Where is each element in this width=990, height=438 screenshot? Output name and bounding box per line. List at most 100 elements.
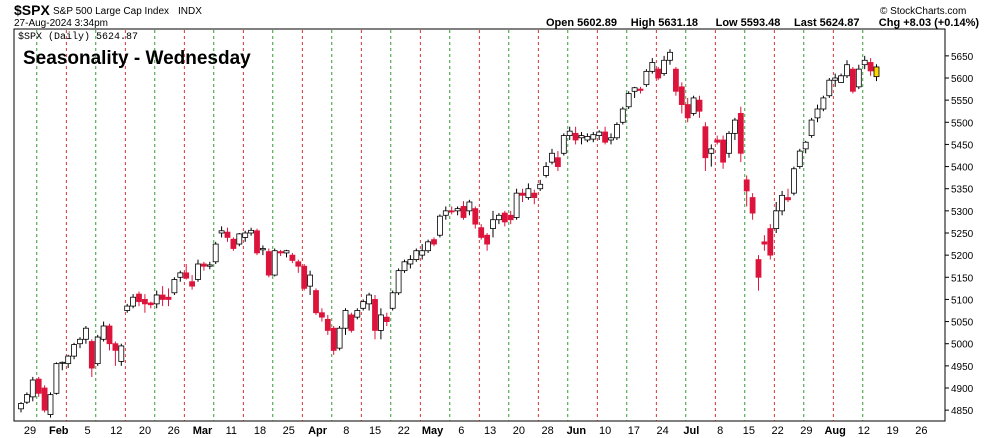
y-tick-label: 5550 bbox=[951, 96, 974, 107]
x-tick-label: 26 bbox=[915, 425, 927, 437]
x-tick-label: 13 bbox=[484, 425, 496, 437]
candle bbox=[519, 192, 526, 196]
candle bbox=[283, 250, 290, 254]
candle bbox=[596, 131, 603, 136]
candle bbox=[791, 168, 797, 194]
candle bbox=[425, 241, 432, 252]
date-time: 27-Aug-2024 3:34pm bbox=[14, 18, 108, 29]
y-tick-label: 5400 bbox=[951, 163, 974, 174]
candle bbox=[195, 263, 201, 280]
candle bbox=[354, 310, 361, 318]
candle bbox=[619, 108, 626, 123]
symbol: $SPX bbox=[14, 2, 50, 18]
candle bbox=[472, 208, 479, 225]
x-tick-label: 17 bbox=[628, 425, 640, 437]
candle bbox=[484, 234, 491, 245]
candle bbox=[732, 119, 738, 134]
candle bbox=[242, 232, 249, 238]
candle bbox=[419, 250, 426, 256]
price-stats: Open 5602.89 High 5631.18 Low 5593.48 Last … bbox=[546, 17, 979, 29]
candle bbox=[614, 124, 620, 139]
y-tick-label: 4850 bbox=[951, 406, 974, 417]
candle bbox=[124, 305, 131, 311]
candle bbox=[206, 264, 213, 267]
x-tick-label: 20 bbox=[139, 425, 151, 437]
x-tick-label: 10 bbox=[599, 425, 611, 437]
candle bbox=[171, 279, 178, 294]
candle bbox=[377, 314, 384, 331]
candle bbox=[714, 139, 721, 143]
x-tick-label: 12 bbox=[110, 425, 122, 437]
candle bbox=[726, 132, 732, 154]
candle bbox=[826, 79, 833, 97]
candle bbox=[342, 310, 349, 329]
candle bbox=[436, 215, 443, 236]
candle bbox=[88, 341, 95, 369]
candle bbox=[466, 201, 473, 212]
x-tick-label: 5 bbox=[84, 425, 90, 437]
x-tick-label: 8 bbox=[717, 425, 723, 437]
candle bbox=[289, 254, 296, 261]
y-tick-label: 5600 bbox=[951, 74, 974, 85]
candle bbox=[773, 210, 780, 229]
candle bbox=[395, 270, 402, 294]
stat-low: Low 5593.48 bbox=[716, 17, 781, 29]
candle bbox=[696, 99, 703, 112]
x-tick-label: 26 bbox=[168, 425, 180, 437]
candle bbox=[454, 208, 461, 212]
candle bbox=[389, 292, 396, 309]
candle bbox=[720, 139, 726, 163]
candle bbox=[307, 274, 314, 287]
candle bbox=[200, 263, 207, 267]
candle bbox=[673, 68, 679, 92]
candle bbox=[708, 148, 715, 154]
candle bbox=[802, 141, 809, 150]
candle bbox=[749, 197, 756, 214]
candle bbox=[637, 88, 644, 91]
candle bbox=[41, 387, 48, 411]
candle bbox=[71, 344, 77, 357]
candle bbox=[543, 166, 549, 176]
candle bbox=[360, 301, 367, 309]
y-tick-label: 5250 bbox=[951, 229, 974, 240]
candle bbox=[301, 265, 308, 289]
x-tick-label: 15 bbox=[743, 425, 755, 437]
x-tick-label: May bbox=[422, 425, 444, 437]
x-tick-label: 12 bbox=[858, 425, 870, 437]
candle bbox=[643, 70, 650, 86]
candle bbox=[584, 136, 591, 141]
candle bbox=[248, 229, 255, 234]
candle bbox=[590, 134, 597, 140]
candle bbox=[767, 228, 774, 256]
x-tick-label: 29 bbox=[24, 425, 36, 437]
candle bbox=[136, 293, 142, 303]
candle bbox=[59, 361, 66, 364]
y-tick-label: 5300 bbox=[951, 207, 974, 218]
candle bbox=[100, 325, 107, 340]
candle bbox=[855, 68, 862, 88]
candle bbox=[218, 230, 225, 234]
candle bbox=[153, 294, 160, 305]
x-tick-label: 15 bbox=[369, 425, 381, 437]
y-tick-label: 5650 bbox=[951, 52, 974, 63]
candle bbox=[566, 130, 573, 136]
candle bbox=[495, 214, 502, 221]
candle bbox=[549, 152, 555, 163]
candle bbox=[501, 212, 508, 223]
x-tick-label: 28 bbox=[541, 425, 553, 437]
candle bbox=[366, 294, 373, 305]
candle bbox=[372, 299, 378, 331]
y-tick-label: 5000 bbox=[951, 340, 974, 351]
candle bbox=[702, 126, 709, 159]
index-name: S&P 500 Large Cap Index bbox=[53, 6, 169, 17]
candle bbox=[661, 59, 667, 74]
y-tick-label: 4950 bbox=[951, 362, 974, 373]
candle bbox=[277, 251, 284, 254]
candle bbox=[106, 325, 113, 345]
legend: $SPX (Daily) 5624.87 bbox=[18, 31, 138, 43]
candle bbox=[531, 192, 538, 198]
exchange: INDX bbox=[178, 6, 202, 17]
candle bbox=[254, 230, 260, 254]
candle bbox=[383, 316, 390, 322]
candle bbox=[572, 132, 579, 141]
